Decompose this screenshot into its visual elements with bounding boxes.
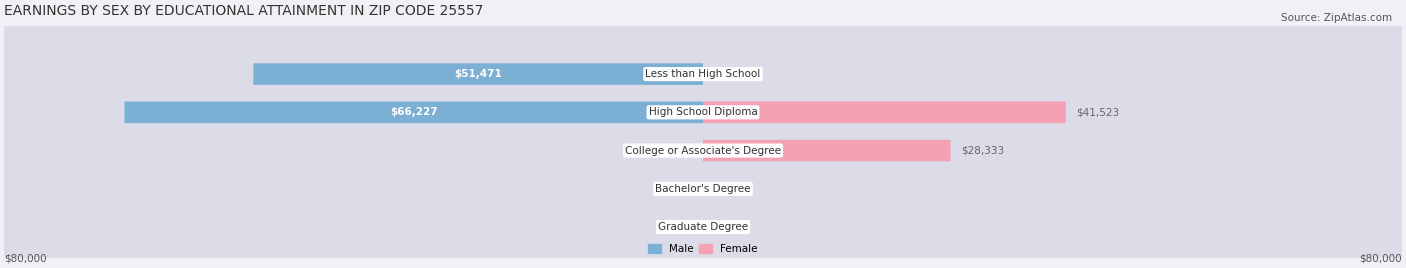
FancyBboxPatch shape (3, 0, 1403, 268)
Text: $51,471: $51,471 (454, 69, 502, 79)
Text: $41,523: $41,523 (1076, 107, 1119, 117)
Text: College or Associate's Degree: College or Associate's Degree (626, 146, 780, 155)
Legend: Male, Female: Male, Female (645, 241, 761, 258)
Text: $0: $0 (731, 69, 744, 79)
FancyBboxPatch shape (3, 0, 1403, 268)
FancyBboxPatch shape (3, 0, 1403, 268)
FancyBboxPatch shape (703, 102, 1066, 123)
Text: $0: $0 (662, 222, 675, 232)
Text: $0: $0 (662, 184, 675, 194)
Text: $0: $0 (731, 222, 744, 232)
Text: $80,000: $80,000 (1360, 253, 1402, 263)
Text: $28,333: $28,333 (960, 146, 1004, 155)
Text: $80,000: $80,000 (4, 253, 46, 263)
Text: Bachelor's Degree: Bachelor's Degree (655, 184, 751, 194)
Text: EARNINGS BY SEX BY EDUCATIONAL ATTAINMENT IN ZIP CODE 25557: EARNINGS BY SEX BY EDUCATIONAL ATTAINMEN… (4, 4, 484, 18)
Text: Source: ZipAtlas.com: Source: ZipAtlas.com (1281, 13, 1392, 23)
Text: $0: $0 (731, 184, 744, 194)
FancyBboxPatch shape (253, 63, 703, 85)
Text: Graduate Degree: Graduate Degree (658, 222, 748, 232)
FancyBboxPatch shape (125, 102, 703, 123)
FancyBboxPatch shape (703, 140, 950, 161)
FancyBboxPatch shape (3, 0, 1403, 268)
Text: $0: $0 (662, 146, 675, 155)
FancyBboxPatch shape (3, 0, 1403, 268)
Text: $66,227: $66,227 (389, 107, 437, 117)
Text: Less than High School: Less than High School (645, 69, 761, 79)
Text: High School Diploma: High School Diploma (648, 107, 758, 117)
